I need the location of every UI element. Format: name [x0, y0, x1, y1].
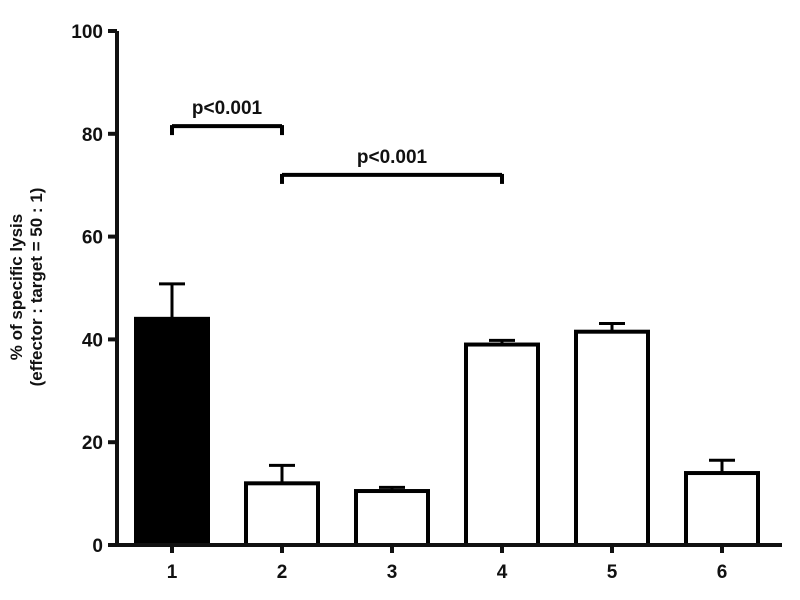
error-bar: [489, 338, 515, 345]
bar: [134, 316, 210, 547]
axes: 0 20 40 60 80 100 1 2 3 4 5 6: [71, 22, 782, 583]
annotations: p<0.001 p<0.001: [170, 98, 504, 184]
y-tick-label: 20: [82, 433, 103, 454]
y-axis-label-line2: (effector : target = 50 : 1): [27, 188, 46, 387]
error-bar: [159, 282, 185, 319]
significance-label: p<0.001: [357, 147, 428, 168]
bar: [354, 489, 430, 547]
y-axis-label: % of specific lysis (effector : target =…: [7, 188, 46, 387]
error-bar: [379, 485, 405, 492]
x-tick-label: 6: [717, 562, 728, 583]
error-bar: [269, 463, 295, 484]
bars: [134, 316, 760, 548]
x-tick-label: 1: [167, 562, 178, 583]
y-tick-label: 100: [71, 22, 103, 43]
y-tick-label: 60: [82, 228, 103, 249]
significance-label: p<0.001: [192, 98, 263, 119]
y-tick-label: 40: [82, 330, 103, 351]
bar: [464, 342, 540, 548]
error-bar: [599, 321, 625, 332]
x-tick-label: 3: [387, 562, 398, 583]
bar: [574, 329, 650, 547]
error-bar: [709, 458, 735, 474]
y-tick-label: 80: [82, 125, 103, 146]
x-tick-label: 5: [607, 562, 618, 583]
significance-bracket: p<0.001: [280, 147, 504, 184]
bar: [684, 471, 760, 548]
y-axis-label-line1: % of specific lysis: [7, 214, 26, 360]
bar: [244, 481, 320, 548]
x-tick-label: 4: [497, 562, 508, 583]
significance-bracket: p<0.001: [170, 98, 284, 136]
error-bars: [159, 282, 735, 492]
x-tick-label: 2: [277, 562, 288, 583]
y-tick-label: 0: [92, 536, 103, 557]
